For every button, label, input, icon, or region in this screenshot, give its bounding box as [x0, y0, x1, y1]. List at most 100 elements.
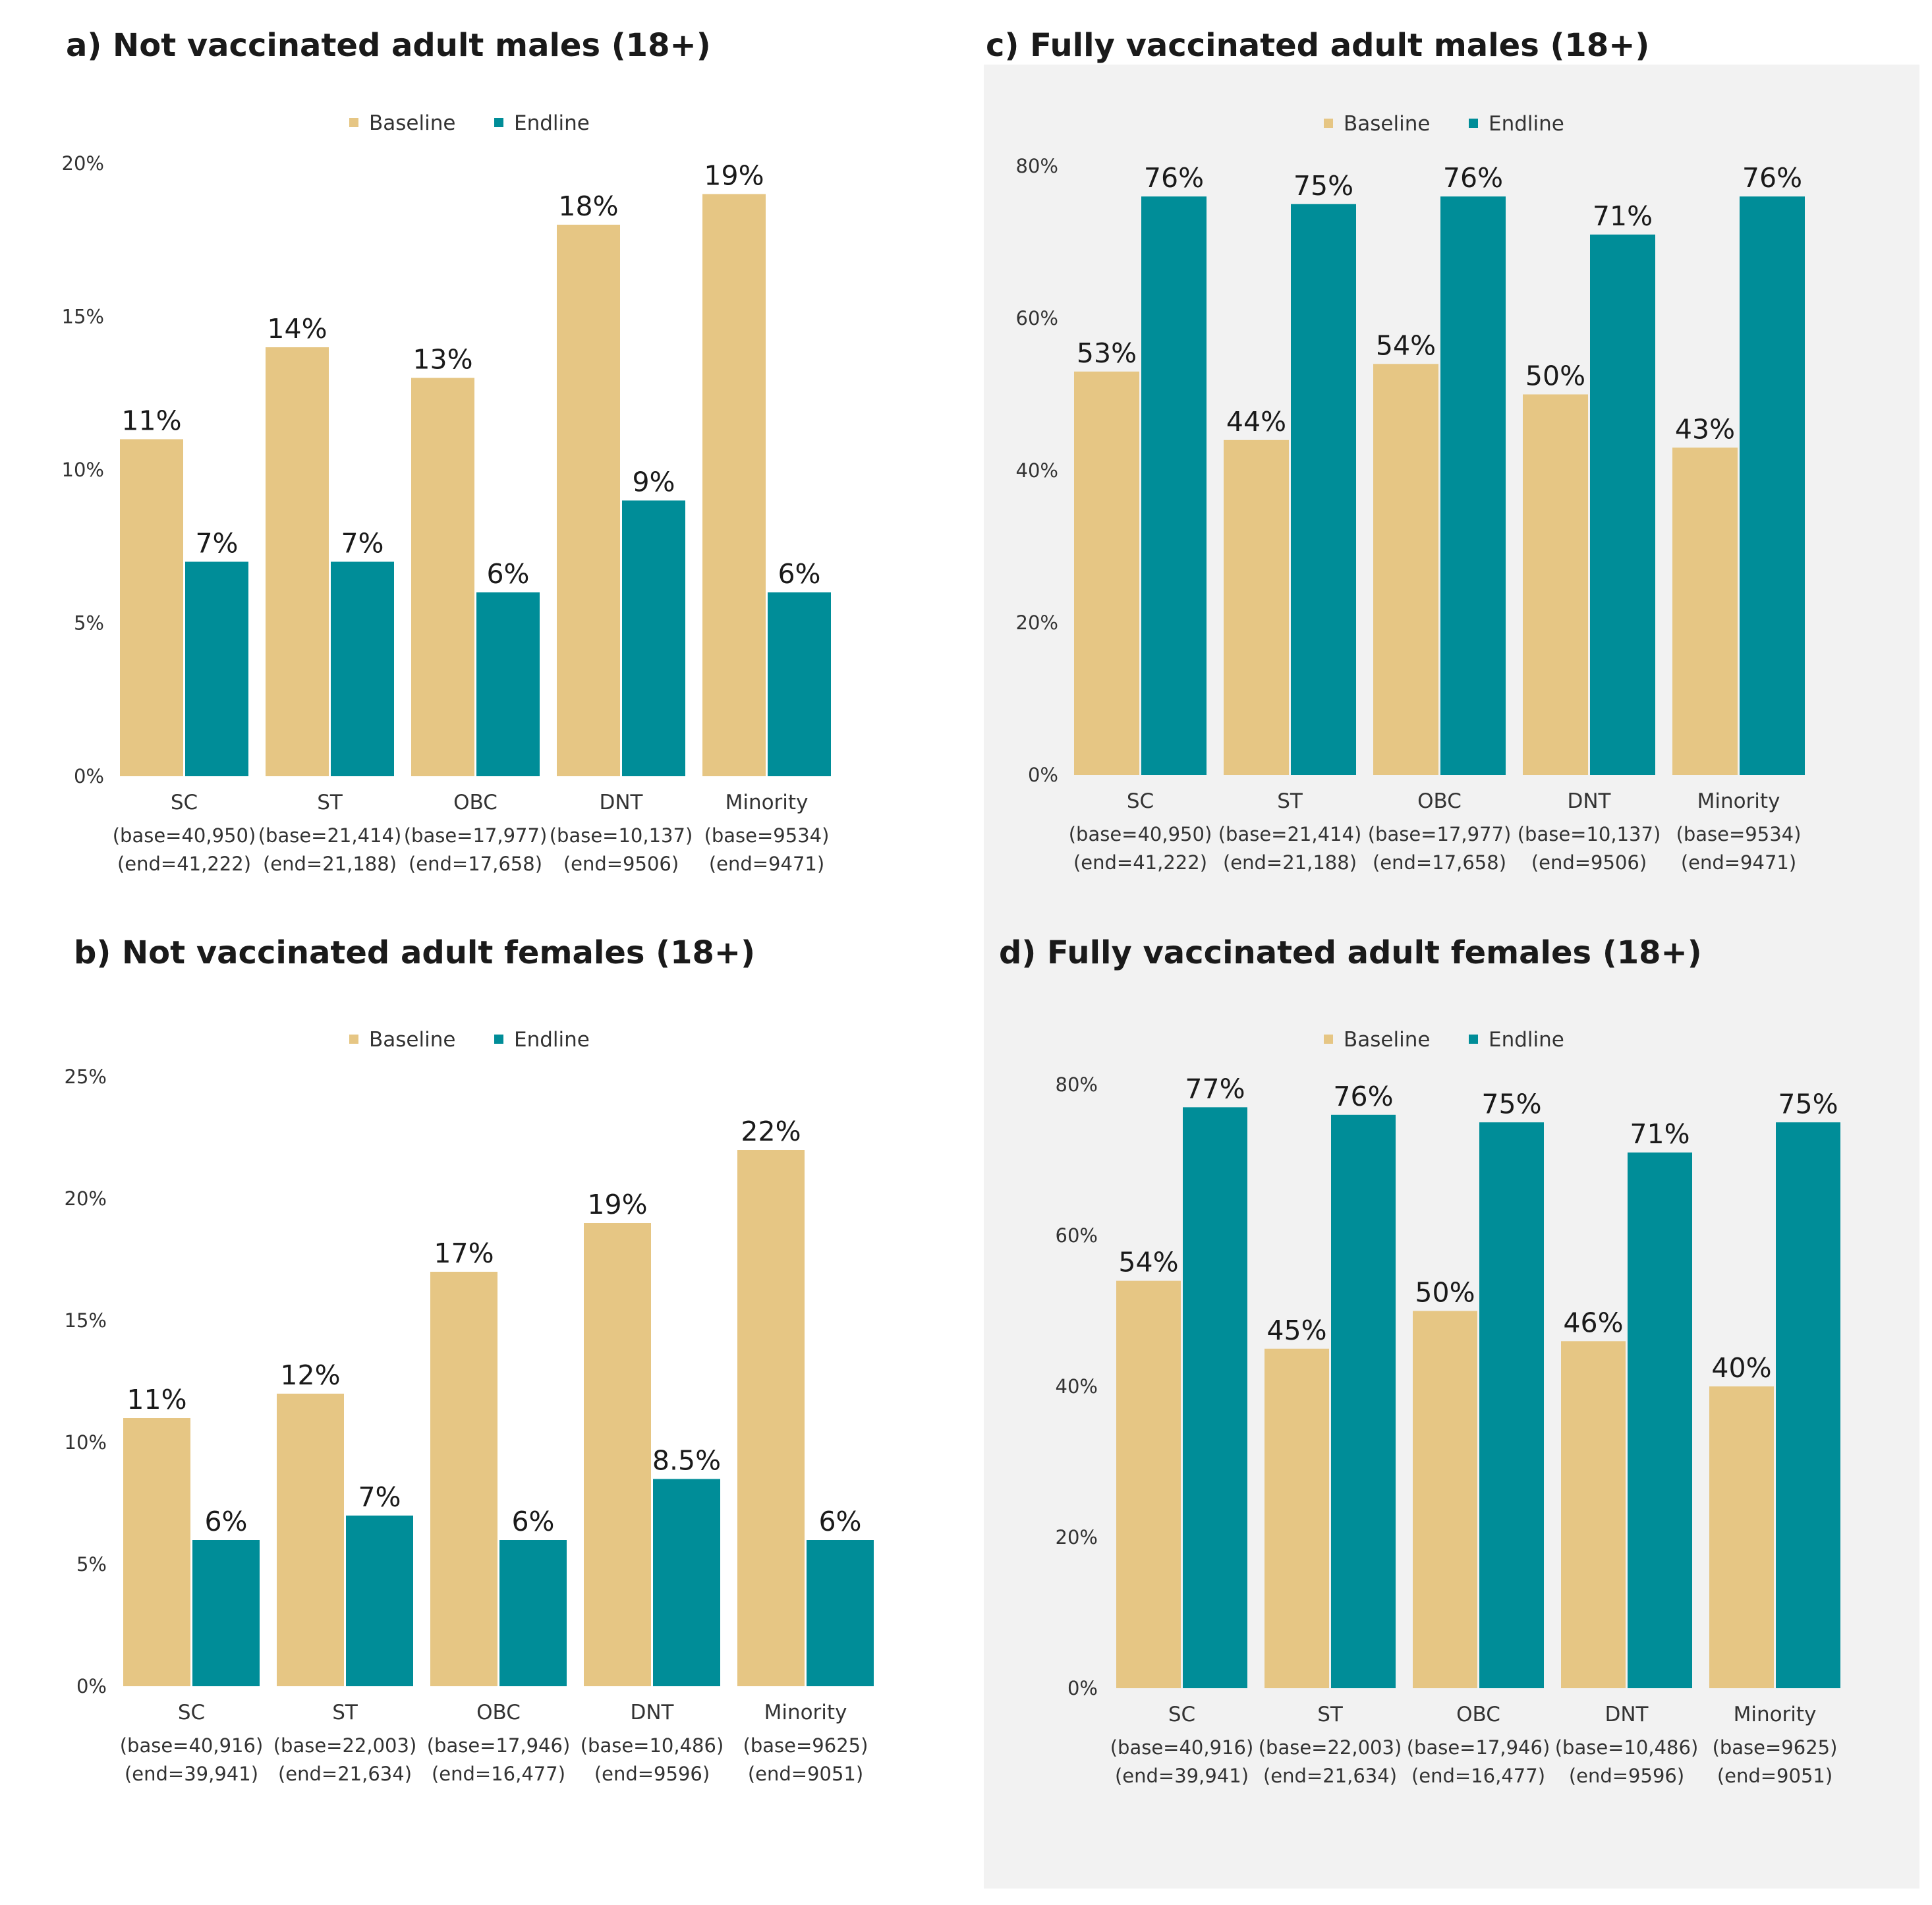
y-tick-label: 0% — [1028, 764, 1058, 786]
data-label-endline-minority: 6% — [818, 1506, 861, 1537]
x-base-sample-label: (base=10,486) — [581, 1734, 724, 1757]
chart-d-fully-vaccinated-females: d) Fully vaccinated adult females (18+) B… — [999, 934, 1840, 1787]
data-label-baseline-minority: 19% — [704, 160, 764, 192]
y-tick-label: 40% — [1016, 459, 1058, 482]
x-base-sample-label: (base=22,003) — [273, 1734, 417, 1757]
x-base-sample-label: (base=10,486) — [1555, 1736, 1699, 1759]
bar-endline-minority — [1776, 1122, 1840, 1688]
x-base-sample-label: (base=9625) — [1713, 1736, 1838, 1759]
bar-baseline-minority — [702, 194, 766, 776]
x-category-label: ST — [1277, 789, 1303, 813]
bar-endline-dnt — [622, 500, 685, 776]
y-tick-label: 20% — [65, 1187, 107, 1210]
data-label-baseline-sc: 53% — [1077, 337, 1137, 369]
legend-swatch-baseline — [1324, 119, 1333, 128]
bar-baseline-dnt — [584, 1223, 651, 1686]
x-base-sample-label: (base=17,946) — [1407, 1736, 1550, 1759]
bar-baseline-obc — [1373, 364, 1438, 775]
x-end-sample-label: (end=21,634) — [278, 1763, 412, 1785]
x-base-sample-label: (base=40,916) — [120, 1734, 264, 1757]
data-label-endline-sc: 7% — [195, 528, 238, 559]
x-end-sample-label: (end=9506) — [1531, 851, 1647, 874]
data-label-endline-sc: 77% — [1185, 1073, 1245, 1104]
data-label-baseline-sc: 11% — [121, 405, 181, 437]
x-base-sample-label: (base=21,414) — [1218, 823, 1362, 845]
data-label-baseline-dnt: 18% — [558, 190, 618, 222]
x-category-label: Minority — [764, 1701, 847, 1724]
x-base-sample-label: (base=17,977) — [404, 824, 548, 847]
y-tick-label: 0% — [1067, 1677, 1098, 1699]
chart-title: a) Not vaccinated adult males (18+) — [66, 27, 711, 64]
x-base-sample-label: (base=9625) — [743, 1734, 868, 1757]
legend-label-baseline: Baseline — [1344, 112, 1430, 136]
x-base-sample-label: (base=17,946) — [427, 1734, 571, 1757]
data-label-endline-minority: 6% — [778, 558, 820, 590]
x-base-sample-label: (base=10,137) — [550, 824, 693, 847]
chart-title: d) Fully vaccinated adult females (18+) — [999, 934, 1702, 971]
x-category-label: Minority — [1734, 1703, 1817, 1726]
y-tick-label: 20% — [1016, 611, 1058, 634]
legend-label-endline: Endline — [1489, 1028, 1564, 1052]
bar-endline-dnt — [1628, 1152, 1692, 1688]
data-label-baseline-obc: 50% — [1415, 1277, 1475, 1309]
bar-endline-sc — [1183, 1107, 1247, 1688]
x-base-sample-label: (base=21,414) — [258, 824, 402, 847]
data-label-endline-sc: 76% — [1144, 162, 1204, 194]
bar-endline-st — [1291, 204, 1356, 775]
x-category-label: Minority — [1697, 789, 1780, 813]
legend: Baseline Endline — [349, 1028, 590, 1052]
bar-baseline-st — [277, 1394, 344, 1686]
y-tick-label: 5% — [76, 1553, 107, 1576]
x-end-sample-label: (end=39,941) — [125, 1763, 258, 1785]
legend-label-endline: Endline — [1489, 112, 1564, 136]
bar-baseline-sc — [120, 439, 183, 776]
x-base-sample-label: (base=9534) — [1676, 823, 1802, 845]
bar-baseline-dnt — [1523, 394, 1588, 775]
y-tick-label: 0% — [74, 765, 104, 787]
data-label-baseline-sc: 11% — [127, 1384, 186, 1415]
legend-label-endline: Endline — [514, 111, 590, 135]
y-tick-label: 25% — [65, 1066, 107, 1088]
data-label-endline-st: 76% — [1333, 1081, 1393, 1112]
bar-endline-sc — [192, 1540, 260, 1686]
x-category-label: DNT — [1605, 1703, 1649, 1726]
y-tick-label: 60% — [1056, 1224, 1098, 1247]
legend-swatch-endline — [1469, 1035, 1478, 1044]
bar-endline-minority — [768, 592, 831, 776]
data-label-endline-obc: 75% — [1481, 1088, 1541, 1120]
data-label-baseline-st: 14% — [267, 313, 327, 345]
bar-endline-obc — [476, 592, 540, 776]
x-end-sample-label: (end=16,477) — [432, 1763, 565, 1785]
x-base-sample-label: (base=40,950) — [1069, 823, 1212, 845]
data-label-endline-dnt: 71% — [1593, 200, 1653, 232]
x-end-sample-label: (end=41,222) — [117, 853, 251, 875]
bar-baseline-dnt — [557, 225, 620, 776]
x-end-sample-label: (end=9471) — [709, 853, 824, 875]
x-category-label: DNT — [1568, 789, 1612, 813]
legend-swatch-endline — [1469, 119, 1478, 128]
x-end-sample-label: (end=9506) — [563, 853, 679, 875]
data-label-baseline-minority: 43% — [1675, 413, 1735, 445]
data-label-baseline-st: 45% — [1266, 1315, 1326, 1346]
x-base-sample-label: (base=9534) — [704, 824, 830, 847]
x-end-sample-label: (end=9596) — [1569, 1765, 1684, 1787]
legend: Baseline Endline — [349, 111, 590, 135]
data-label-endline-dnt: 71% — [1630, 1118, 1690, 1150]
data-label-endline-st: 75% — [1293, 170, 1353, 202]
bar-baseline-sc — [1116, 1280, 1181, 1688]
chart-b-not-vaccinated-females: b) Not vaccinated adult females (18+) Bas… — [65, 934, 874, 1785]
x-base-sample-label: (base=22,003) — [1259, 1736, 1402, 1759]
y-tick-label: 15% — [65, 1309, 107, 1332]
data-label-baseline-obc: 13% — [412, 344, 472, 376]
y-tick-label: 60% — [1016, 307, 1058, 329]
y-tick-label: 10% — [65, 1431, 107, 1454]
data-label-endline-sc: 6% — [204, 1506, 247, 1537]
x-category-label: OBC — [453, 791, 497, 814]
chart-c-fully-vaccinated-males: c) Fully vaccinated adult males (18+) Bas… — [986, 27, 1805, 874]
data-label-baseline-obc: 54% — [1376, 329, 1436, 361]
bar-endline-obc — [499, 1540, 567, 1686]
data-label-endline-obc: 6% — [486, 558, 529, 590]
data-label-endline-minority: 75% — [1778, 1088, 1838, 1120]
y-tick-label: 5% — [74, 612, 104, 635]
